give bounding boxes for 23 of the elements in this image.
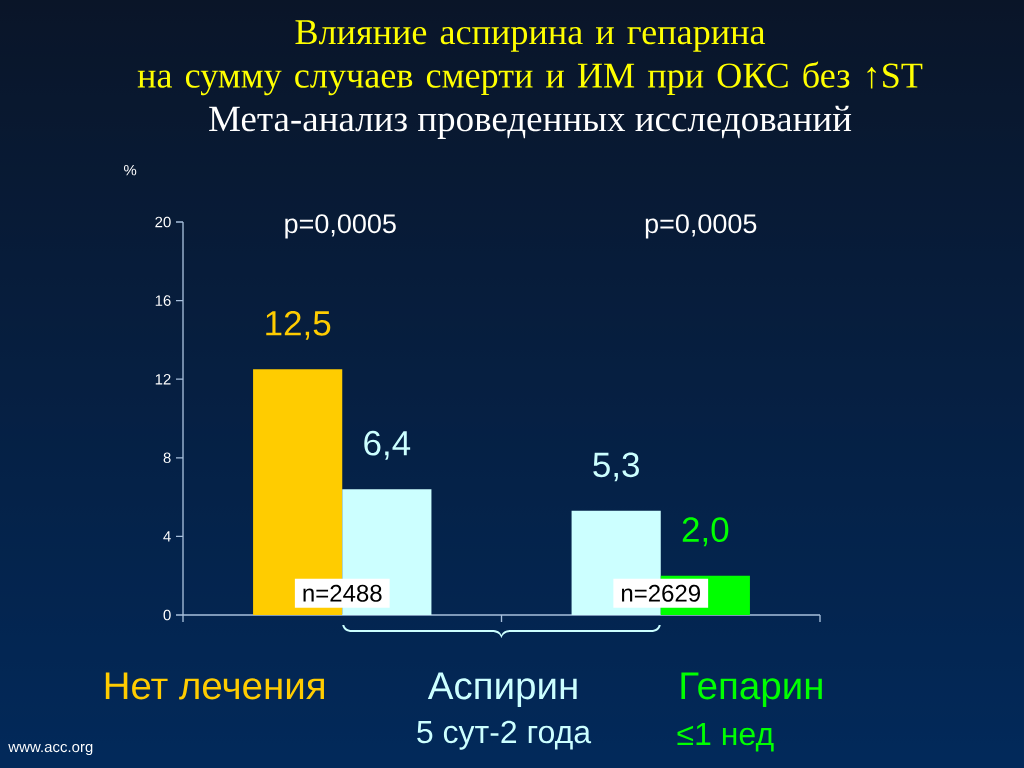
y-tick-label: 0 xyxy=(163,609,171,621)
y-axis-title: % xyxy=(124,164,137,176)
y-tick-label: 20 xyxy=(155,216,171,228)
series-label: Нет лечения xyxy=(105,672,324,700)
y-tick-label: 12 xyxy=(155,373,171,385)
y-tick-label: 16 xyxy=(155,295,171,306)
text: www.acc.org xyxy=(8,743,93,756)
text: ≤1 нед xyxy=(677,722,774,752)
annotation: p=0,0005 xyxy=(285,214,396,239)
x-tick-label: n=2629 xyxy=(621,584,700,602)
text: 5 сут-2 года xyxy=(417,720,592,750)
chart-title: Влияние аспирина и гепарина на сумму случаев смерти и ИМ при ОКС без ↑ST xyxy=(137,20,923,96)
data-label: 12,5 xyxy=(266,310,331,340)
data-label: 6,4 xyxy=(364,430,411,460)
series-label: Гепарин xyxy=(681,672,822,707)
data-label: 5,3 xyxy=(593,452,639,482)
data-label: 2,0 xyxy=(682,517,729,547)
y-tick-label: 4 xyxy=(163,531,171,542)
y-tick-label: 8 xyxy=(163,452,171,464)
x-tick-label: n=2488 xyxy=(303,584,382,602)
chart-subtitle: Мета-анализ проведенных исследований xyxy=(209,105,852,139)
series-label: Аспирин xyxy=(427,672,577,707)
annotation: p=0,0005 xyxy=(645,214,757,239)
